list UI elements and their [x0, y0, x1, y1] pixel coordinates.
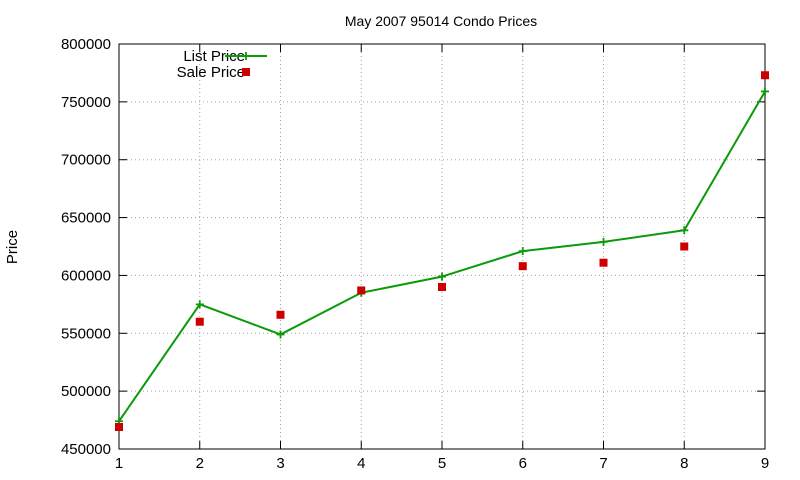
list-price-point	[195, 300, 204, 309]
x-tick-label: 4	[357, 455, 365, 472]
grid	[119, 44, 765, 449]
series	[115, 71, 769, 432]
legend-label: Sale Price	[177, 64, 245, 81]
list-price-point	[518, 247, 527, 256]
y-tick-label: 600000	[61, 267, 111, 284]
list-price-point	[438, 272, 446, 281]
list-price-point	[761, 87, 769, 96]
legend-square-marker	[242, 68, 250, 76]
y-axis-label: Price	[4, 230, 21, 264]
x-tick-label: 5	[438, 455, 446, 472]
x-tick-label: 9	[761, 455, 769, 472]
y-tick-label: 700000	[61, 152, 111, 169]
sale-price-point	[357, 286, 366, 295]
sale-price-point	[761, 71, 769, 80]
list-price-point	[276, 330, 285, 339]
x-tick-label: 1	[115, 455, 123, 472]
x-tick-label: 3	[276, 455, 284, 472]
y-tick-label: 550000	[61, 325, 111, 342]
chart-title: May 2007 95014 Condo Prices	[345, 13, 537, 29]
legend-plus-marker	[242, 52, 250, 60]
sale-price-point	[195, 317, 204, 326]
series-sale-price	[115, 71, 769, 432]
y-tick-label: 450000	[61, 441, 111, 458]
y-tick-label: 800000	[61, 36, 111, 53]
x-tick-label: 2	[196, 455, 204, 472]
sale-price-point	[518, 262, 527, 271]
y-tick-label: 750000	[61, 94, 111, 111]
sale-price-point	[276, 310, 285, 319]
y-tick-label: 650000	[61, 210, 111, 227]
sale-price-point	[599, 258, 608, 267]
legend-label: List Price	[183, 48, 245, 65]
x-tick-label: 7	[599, 455, 607, 472]
x-tick-label: 6	[519, 455, 527, 472]
x-tick-label: 8	[680, 455, 688, 472]
list-price-point	[680, 226, 689, 235]
sale-price-point	[438, 283, 446, 291]
list-price-point	[599, 237, 608, 246]
y-tick-label: 500000	[61, 383, 111, 400]
sale-price-point	[115, 423, 123, 432]
sale-price-point	[680, 242, 689, 251]
axis-ticks: 450000 500000 550000 600000 650000 700000 7500…	[61, 36, 769, 472]
